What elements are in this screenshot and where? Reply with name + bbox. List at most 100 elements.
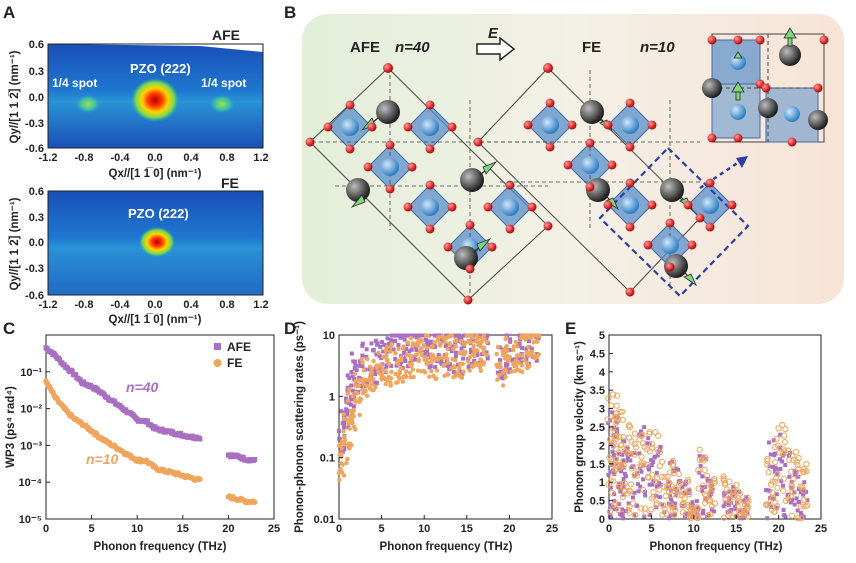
data-point-afe [644,441,649,446]
rsm-afe-xlabel: Qx//[1 1̅ 0] (nm⁻¹) [109,168,202,180]
data-point-afe [616,452,621,457]
data-point-fe [350,412,355,417]
data-point-fe [455,369,461,375]
data-point-fe [631,451,638,458]
data-point-afe [658,444,663,449]
data-point-fe [686,491,693,498]
svg-text:-0.6: -0.6 [25,290,44,302]
data-point-fe [496,364,501,370]
data-point-fe [471,347,476,352]
data-point-afe [655,483,660,488]
data-point-fe [348,441,353,446]
data-point-afe [670,513,675,518]
data-point-afe [342,447,347,452]
data-point-afe [654,470,659,475]
data-point-fe [506,358,511,363]
data-point-fe [711,475,718,483]
data-point-fe [361,368,367,373]
data-point-afe [438,360,443,365]
data-point-afe [345,409,350,414]
data-point-afe [798,511,803,516]
data-point-fe [723,486,730,493]
data-point-fe [764,458,771,465]
data-point-afe [453,350,458,355]
data-point-fe [672,507,679,514]
data-point-fe [675,481,683,488]
data-point-afe [608,503,613,508]
data-point-afe [485,356,490,361]
data-point-fe [339,446,344,451]
data-point-fe [620,457,627,465]
afe-displacement-arrow-icon [350,194,366,208]
data-point-fe [419,369,424,374]
data-point-afe [608,470,613,475]
data-point-fe [675,470,682,477]
data-point-fe [628,438,635,445]
data-point-afe [413,344,418,349]
data-point-fe [800,487,807,494]
data-point-afe [616,481,621,486]
data-point-fe [337,477,342,482]
chart-c-ticks: 0 5 10 15 20 25 10⁻¹ 10⁻² 10⁻³ 10⁻⁴ 10⁻⁵ [19,367,281,535]
data-point-fe [604,416,611,423]
data-point-fe [674,492,681,499]
data-point-afe [625,446,630,451]
data-point-fe [662,493,669,500]
data-point-fe [693,504,701,511]
svg-text:0.4: 0.4 [183,152,199,164]
data-point-fe [803,460,810,468]
data-point-fe [424,345,430,351]
data-point-fe [669,457,677,465]
afe-displacement-arrow-icon [482,161,498,175]
data-point-fe [368,370,374,376]
chart-e-ylabel: Phonon group velocity (km s⁻¹) [574,341,586,513]
data-point-fe [801,468,808,476]
data-point-afe [701,511,706,516]
data-point-afe [650,460,655,465]
data-point-afe [733,507,738,512]
data-point-fe [696,446,703,453]
data-point-afe [352,366,357,371]
data-point-afe [611,452,616,457]
fe-label: FE [582,39,601,56]
data-point-fe [699,482,706,489]
chart-c-ylabel: WP3 (ps⁴ rad⁴) [5,386,17,468]
data-point-afe [766,440,771,445]
data-point-fe [733,481,740,488]
data-point-afe [360,341,365,346]
chart-d-xlabel: Phonon frequency (THz) [380,541,513,553]
data-point-fe [788,452,796,459]
data-point-fe [613,392,621,399]
y-tick-label: 5 [599,330,605,342]
data-point-afe [352,396,357,401]
data-point-afe [778,445,783,450]
data-point-fe [384,344,390,350]
data-point-fe [346,445,352,450]
y-tick-label: 10⁻³ [20,440,42,452]
data-point-fe [467,368,472,373]
data-point-afe [781,508,786,513]
data-point-fe [474,348,480,353]
data-point-fe [427,374,432,379]
data-point-afe [123,407,129,413]
data-point-fe [619,493,626,501]
data-point-fe [344,460,349,466]
data-point-fe [610,391,617,398]
data-point-fe [407,370,413,375]
data-point-afe [460,371,465,376]
svg-text:-0.3: -0.3 [25,263,44,275]
data-point-afe [620,513,625,518]
data-point-afe [629,452,634,457]
data-point-afe [668,513,673,518]
data-point-afe [609,515,614,520]
data-point-afe [628,458,633,463]
data-point-fe [735,504,742,511]
data-point-afe [441,339,446,344]
data-point-fe [431,353,436,358]
data-point-fe [369,382,375,387]
data-point-fe [612,445,620,452]
afe-oxygen-ion [383,63,393,73]
data-point-afe [649,463,654,468]
data-point-afe [385,336,390,341]
data-point-fe [345,456,350,462]
